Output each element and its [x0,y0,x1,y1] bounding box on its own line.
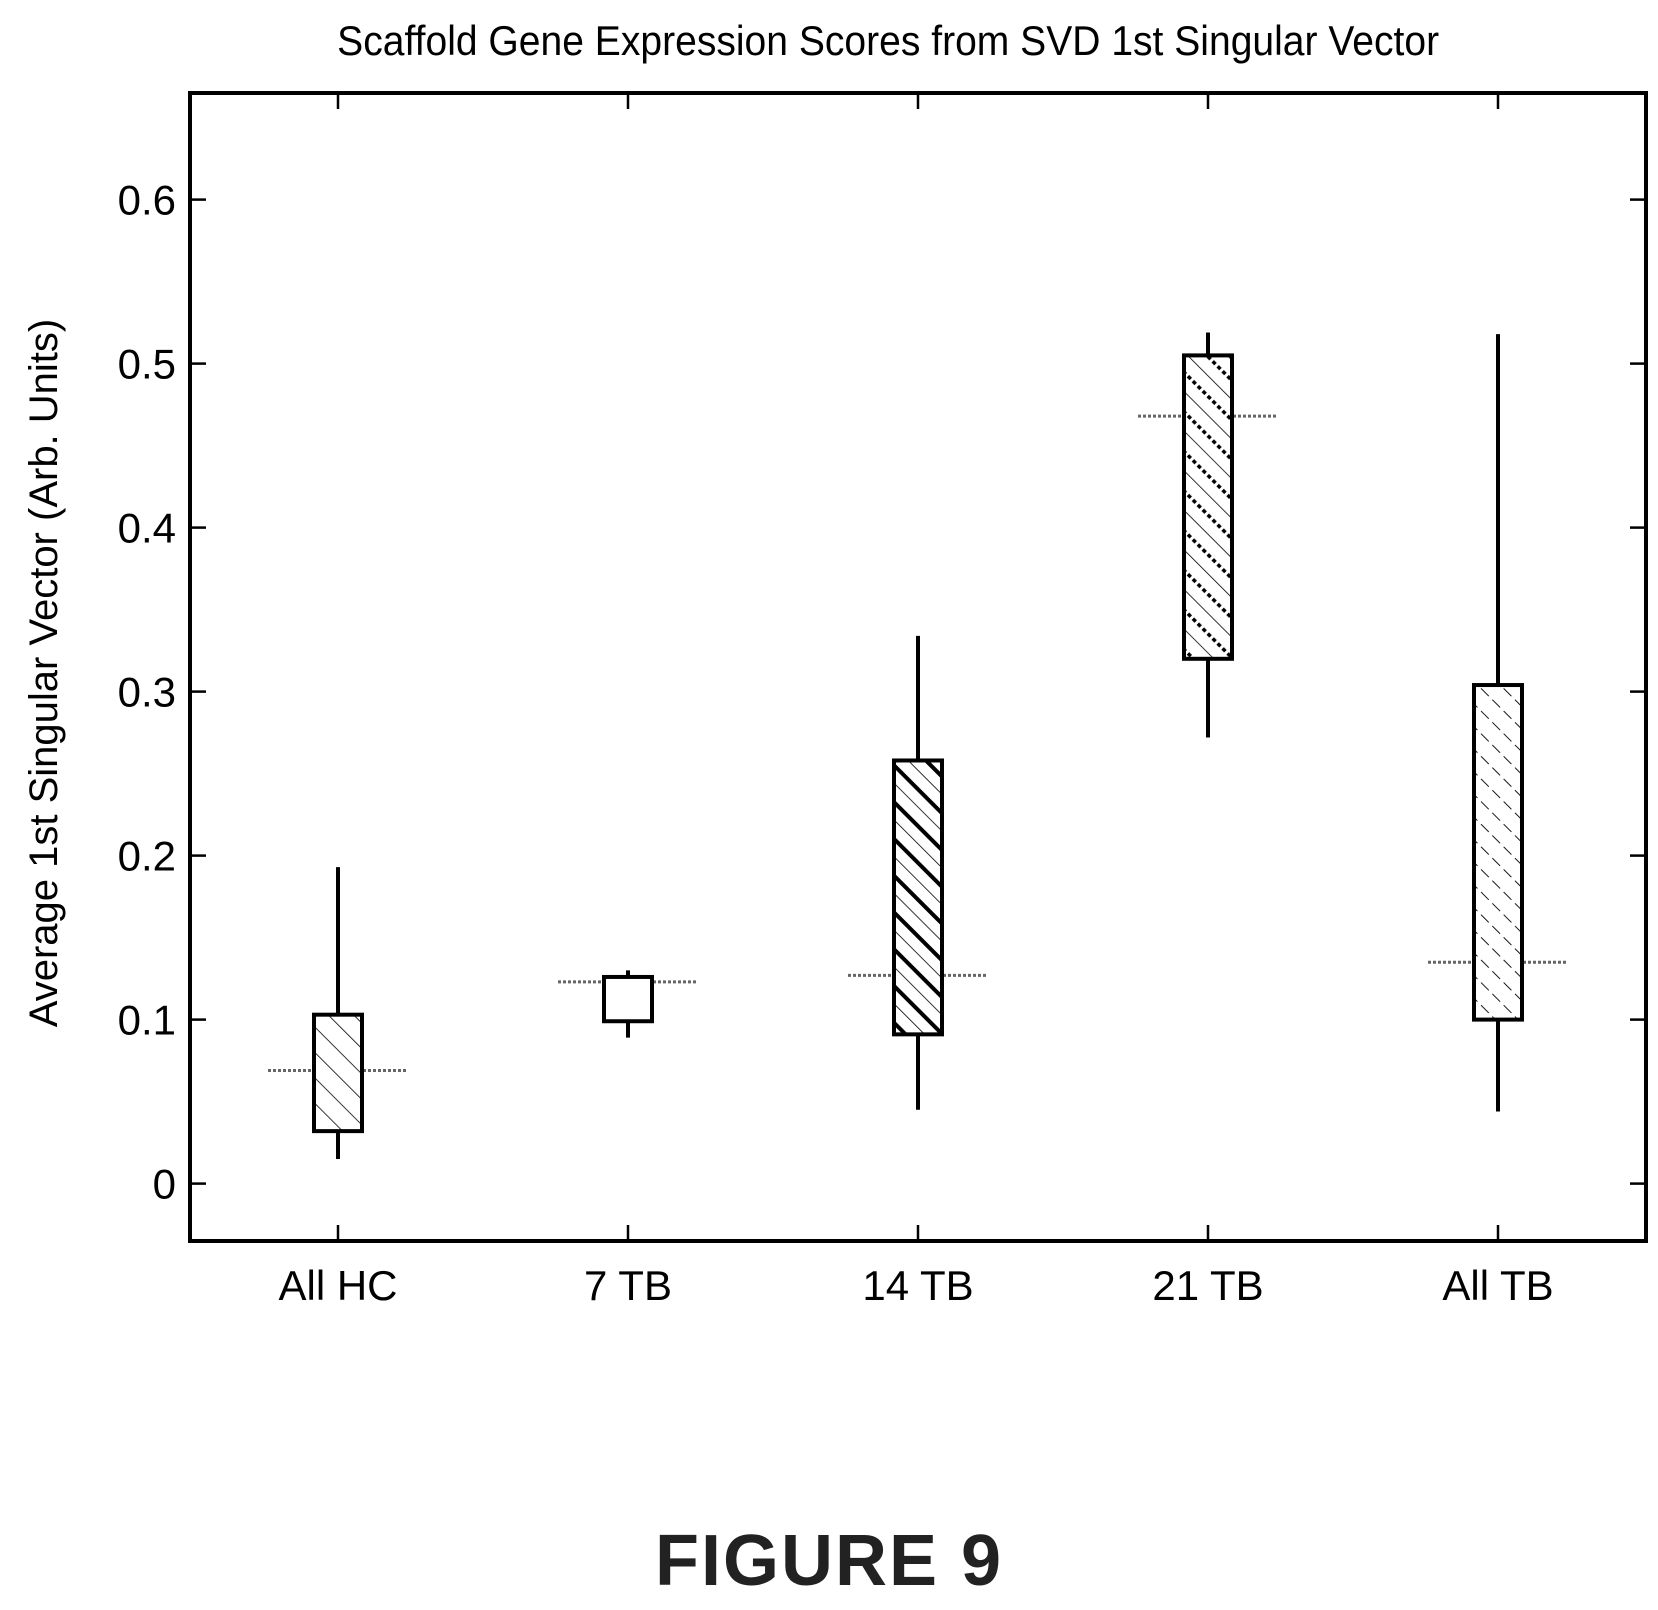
box-body [1184,355,1232,658]
box-body [604,977,652,1021]
box-series [268,332,1568,1159]
y-tick-label: 0 [153,1161,176,1208]
y-tick-label: 0.5 [118,341,176,388]
box-item [1138,332,1278,737]
figure-caption: FIGURE 9 [0,1520,1658,1602]
box-body [1474,685,1522,1020]
y-axis-label: Average 1st Singular Vector (Arb. Units) [22,319,66,1027]
box-item [1428,334,1568,1111]
y-tick-label: 0.6 [118,177,176,224]
box-item [268,867,408,1159]
y-tick-label: 0.4 [118,505,176,552]
y-tick-label: 0.1 [118,997,176,1044]
x-tick-label: 7 TB [584,1262,672,1309]
box-item [558,970,698,1037]
box-body [894,760,942,1034]
x-tick-label: All HC [278,1262,397,1309]
chart-title: Scaffold Gene Expression Scores from SVD… [337,17,1439,65]
y-tick-label: 0.2 [118,833,176,880]
x-tick-label: 14 TB [862,1262,973,1309]
box-item [848,636,988,1110]
y-tick-label: 0.3 [118,669,176,716]
x-tick-label: 21 TB [1152,1262,1263,1309]
box-body [314,1015,362,1131]
x-tick-label: All TB [1442,1262,1553,1309]
